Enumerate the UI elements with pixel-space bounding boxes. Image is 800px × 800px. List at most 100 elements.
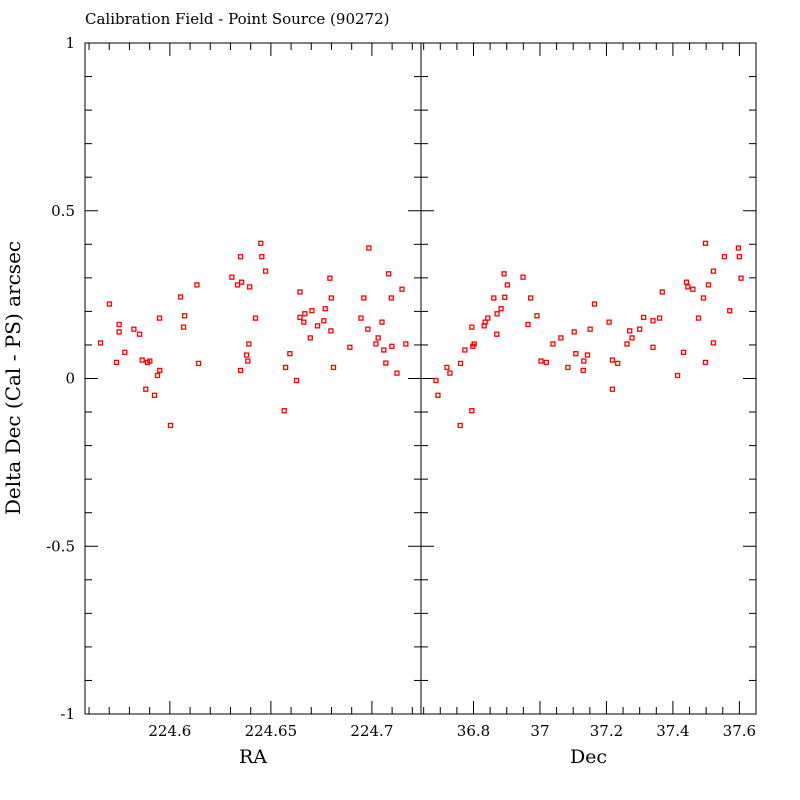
data-point: [139, 357, 145, 363]
data-point: [501, 271, 507, 277]
data-point: [246, 341, 252, 347]
data-point: [282, 364, 289, 371]
data-point: [136, 331, 143, 337]
data-point: [262, 268, 269, 274]
data-point: [97, 340, 104, 346]
data-point: [609, 386, 616, 392]
data-point: [245, 358, 251, 364]
data-point: [365, 326, 371, 332]
data-point: [650, 318, 656, 324]
data-point: [580, 367, 586, 374]
data-point: [243, 352, 250, 358]
data-point: [494, 331, 500, 337]
data-point: [482, 319, 488, 325]
data-point: [710, 268, 717, 274]
data-point: [237, 254, 244, 260]
y-axis-label: Delta Dec (Cal - PS) arcsec: [1, 241, 25, 515]
x-tick-label: 37: [530, 722, 549, 740]
data-point: [381, 347, 387, 353]
data-point: [297, 289, 303, 295]
data-point: [113, 359, 120, 366]
data-point: [685, 284, 691, 290]
x-tick-label: 37.4: [656, 722, 689, 740]
x-axis-label: Dec: [570, 746, 607, 768]
data-point: [690, 286, 696, 292]
data-point: [388, 295, 394, 301]
data-point: [591, 301, 598, 307]
data-point: [738, 275, 744, 281]
data-point: [297, 314, 303, 321]
data-point: [403, 341, 409, 347]
data-point: [399, 286, 405, 292]
data-point: [504, 282, 511, 288]
data-point: [433, 377, 439, 384]
data-point: [180, 324, 187, 330]
chart-title: Calibration Field - Point Source (90272): [85, 10, 389, 28]
data-point: [247, 284, 253, 290]
data-point: [584, 352, 591, 358]
plot-frame: [420, 42, 757, 715]
x-tick-label: 224.6: [148, 722, 191, 740]
data-point: [122, 349, 128, 355]
data-point: [229, 274, 235, 280]
x-axis-label: RA: [239, 746, 267, 768]
x-tick-label: 37.6: [723, 722, 756, 740]
data-point: [683, 279, 690, 285]
data-point: [525, 321, 531, 328]
data-point: [328, 328, 334, 334]
data-point: [641, 314, 647, 321]
data-point: [573, 351, 579, 357]
x-tick-label: 224.65: [245, 722, 298, 740]
data-point: [485, 315, 491, 321]
data-point: [181, 313, 188, 319]
data-point: [447, 370, 453, 376]
data-point: [177, 294, 184, 300]
data-point: [238, 279, 245, 285]
data-point: [615, 360, 621, 367]
data-point: [702, 240, 709, 246]
data-point: [258, 240, 264, 246]
data-point: [565, 364, 571, 371]
data-point: [543, 359, 549, 366]
data-point: [457, 422, 463, 429]
data-point: [147, 358, 153, 364]
data-point: [195, 360, 202, 367]
data-point: [373, 341, 379, 347]
data-point: [498, 306, 504, 312]
data-point: [143, 386, 149, 392]
data-point: [674, 372, 681, 379]
x-tick-label: 37.2: [590, 722, 623, 740]
data-point: [494, 311, 500, 317]
data-point: [710, 340, 717, 346]
data-point: [252, 315, 259, 321]
data-point: [534, 313, 540, 319]
data-point: [571, 329, 577, 335]
data-point: [131, 326, 137, 332]
data-point: [386, 271, 392, 277]
data-point: [700, 295, 707, 301]
data-point: [322, 306, 328, 312]
data-point: [259, 254, 265, 260]
data-point: [154, 372, 161, 379]
data-point: [106, 301, 113, 307]
data-point: [444, 364, 450, 371]
data-point: [330, 364, 337, 371]
data-point: [167, 422, 174, 429]
data-point: [469, 324, 475, 330]
data-point: [680, 349, 687, 355]
data-point: [457, 360, 464, 367]
y-tick-label: 0: [65, 370, 75, 388]
data-point: [656, 315, 663, 321]
x-tick-label: 36.8: [457, 722, 490, 740]
data-point: [156, 315, 163, 321]
data-point: [659, 289, 665, 295]
data-point: [321, 318, 327, 324]
data-point: [721, 254, 728, 260]
data-point: [234, 282, 241, 288]
data-point: [389, 343, 395, 349]
data-point: [347, 344, 353, 350]
data-point: [609, 357, 616, 363]
data-point: [375, 335, 381, 341]
data-point: [538, 358, 544, 364]
data-point: [727, 308, 733, 314]
